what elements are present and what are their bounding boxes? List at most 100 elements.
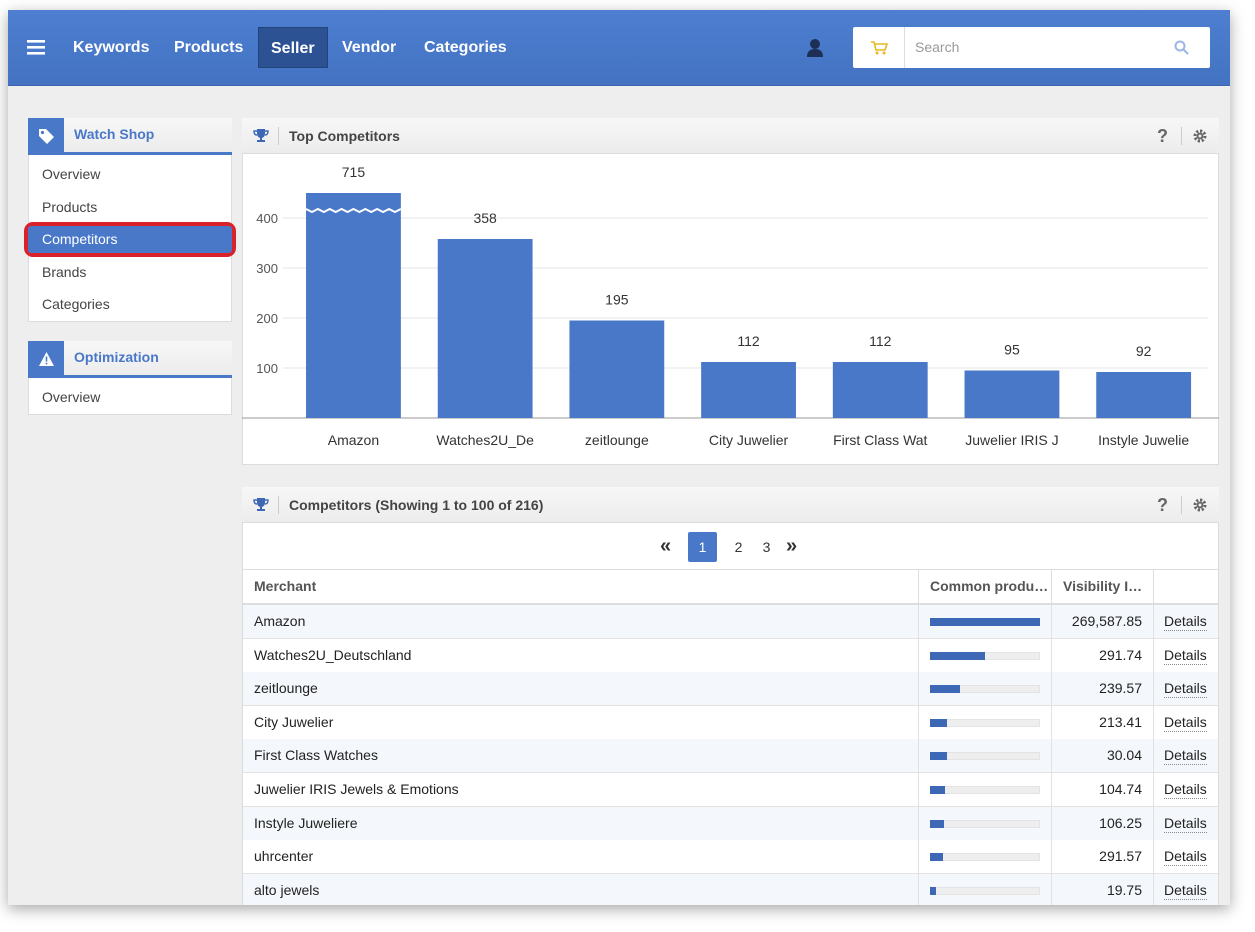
divider	[1181, 127, 1182, 145]
x-tick-label: Juwelier IRIS J	[965, 432, 1058, 448]
common-products-bar	[930, 853, 944, 862]
merchant-cell: Amazon	[254, 613, 306, 629]
divider	[904, 27, 905, 68]
cell-border	[918, 705, 919, 740]
trophy-icon	[253, 498, 269, 511]
cell-border	[1153, 773, 1154, 807]
panel-title: Competitors (Showing 1 to 100 of 216)	[289, 497, 544, 513]
cell-border	[918, 672, 919, 707]
bar	[964, 370, 1060, 418]
progress-track	[930, 853, 1040, 862]
divider	[278, 127, 279, 145]
panel-header	[242, 487, 1219, 523]
visibility-cell: 291.74	[1099, 646, 1142, 663]
value-label: 358	[473, 210, 497, 226]
pagination-first[interactable]: «	[660, 535, 672, 557]
cell-border	[1153, 638, 1154, 673]
cell-border	[1153, 605, 1154, 639]
menu-icon[interactable]	[27, 39, 45, 55]
table-header	[243, 569, 1218, 605]
value-label: 95	[1004, 342, 1020, 358]
help-icon[interactable]: ?	[1157, 495, 1168, 515]
search-icon[interactable]	[1174, 40, 1189, 55]
bar-chart: 100 200 300 400 Amazon 715 Watches2U_De 358 zeit…	[242, 164, 1219, 448]
sidebar-item[interactable]: Categories	[42, 296, 110, 313]
nav-item-active[interactable]: Seller	[258, 27, 328, 68]
page-button[interactable]: 2	[734, 539, 743, 555]
visibility-cell: 106.25	[1099, 814, 1142, 831]
cell-border	[918, 873, 919, 905]
cell-border	[1051, 806, 1052, 841]
help-icon[interactable]: ?	[1157, 126, 1168, 146]
nav-item[interactable]: Products	[174, 39, 244, 56]
details-link[interactable]: Details	[1164, 848, 1207, 867]
value-label: 92	[1136, 343, 1152, 359]
cell-border	[1153, 873, 1154, 905]
cell-border	[1051, 840, 1052, 875]
cell-border	[918, 806, 919, 841]
value-label: 112	[737, 333, 760, 349]
divider	[278, 496, 279, 514]
details-link[interactable]: Details	[1164, 646, 1207, 665]
cell-border	[1051, 873, 1052, 905]
search-placeholder[interactable]: Search	[915, 39, 960, 55]
table-row	[243, 705, 1218, 740]
cell-border	[1153, 672, 1154, 707]
bar	[306, 193, 401, 418]
common-products-bar	[930, 819, 945, 828]
sidebar-item[interactable]: Products	[42, 198, 98, 215]
sidebar-item[interactable]: Overview	[42, 166, 101, 182]
common-products-bar	[930, 718, 948, 727]
nav-item[interactable]: Keywords	[73, 39, 150, 56]
progress-track	[930, 819, 1040, 828]
progress-track	[930, 786, 1040, 794]
page-button[interactable]: 3	[762, 539, 771, 555]
table-row	[243, 638, 1218, 673]
table-row	[243, 806, 1218, 841]
pagination-last[interactable]: »	[786, 535, 798, 557]
sidebar-title[interactable]: Watch Shop	[74, 126, 155, 142]
column-header[interactable]: Common produ…	[918, 570, 1051, 603]
nav-item[interactable]: Vendor	[342, 39, 397, 56]
settings-icon[interactable]	[1193, 129, 1207, 143]
column-header-blank	[1153, 570, 1218, 603]
bar	[1096, 372, 1192, 418]
sidebar-item[interactable]: Overview	[42, 389, 101, 405]
bar	[569, 320, 665, 418]
visibility-cell: 269,587.85	[1071, 613, 1142, 629]
details-link[interactable]: Details	[1164, 680, 1207, 699]
details-link[interactable]: Details	[1164, 613, 1207, 631]
cell-border	[1051, 638, 1052, 673]
settings-icon[interactable]	[1193, 498, 1207, 512]
cart-icon[interactable]	[870, 40, 888, 56]
details-link[interactable]: Details	[1164, 881, 1207, 900]
x-tick-label: Watches2U_De	[436, 432, 534, 448]
x-tick-label: First Class Wat	[833, 432, 927, 448]
visibility-cell: 104.74	[1099, 781, 1142, 797]
sidebar-item[interactable]: Brands	[42, 263, 87, 280]
sidebar-item-active[interactable]: Competitors	[42, 231, 118, 248]
search-box[interactable]	[853, 27, 1210, 68]
cell-border	[1051, 739, 1052, 774]
common-products-bar	[930, 786, 945, 794]
visibility-cell: 291.57	[1099, 848, 1142, 865]
details-link[interactable]: Details	[1164, 713, 1207, 732]
details-link[interactable]: Details	[1164, 814, 1207, 833]
y-tick-label: 400	[256, 211, 278, 226]
column-header[interactable]: Visibility I…	[1051, 570, 1153, 603]
sidebar-title[interactable]: Optimization	[74, 349, 159, 365]
common-products-bar	[930, 886, 936, 895]
column-header[interactable]: Merchant	[254, 578, 317, 594]
page-button-active[interactable]: 1	[688, 532, 717, 562]
x-tick-label: Instyle Juwelie	[1098, 432, 1189, 448]
details-link[interactable]: Details	[1164, 747, 1207, 766]
common-products-bar	[930, 752, 948, 761]
details-link[interactable]: Details	[1164, 781, 1207, 799]
cell-border	[918, 638, 919, 673]
cell-border	[1051, 773, 1052, 807]
nav-item[interactable]: Categories	[424, 39, 507, 56]
user-icon[interactable]	[806, 38, 824, 58]
merchant-cell: zeitlounge	[254, 680, 318, 697]
x-tick-label: Amazon	[328, 432, 379, 448]
